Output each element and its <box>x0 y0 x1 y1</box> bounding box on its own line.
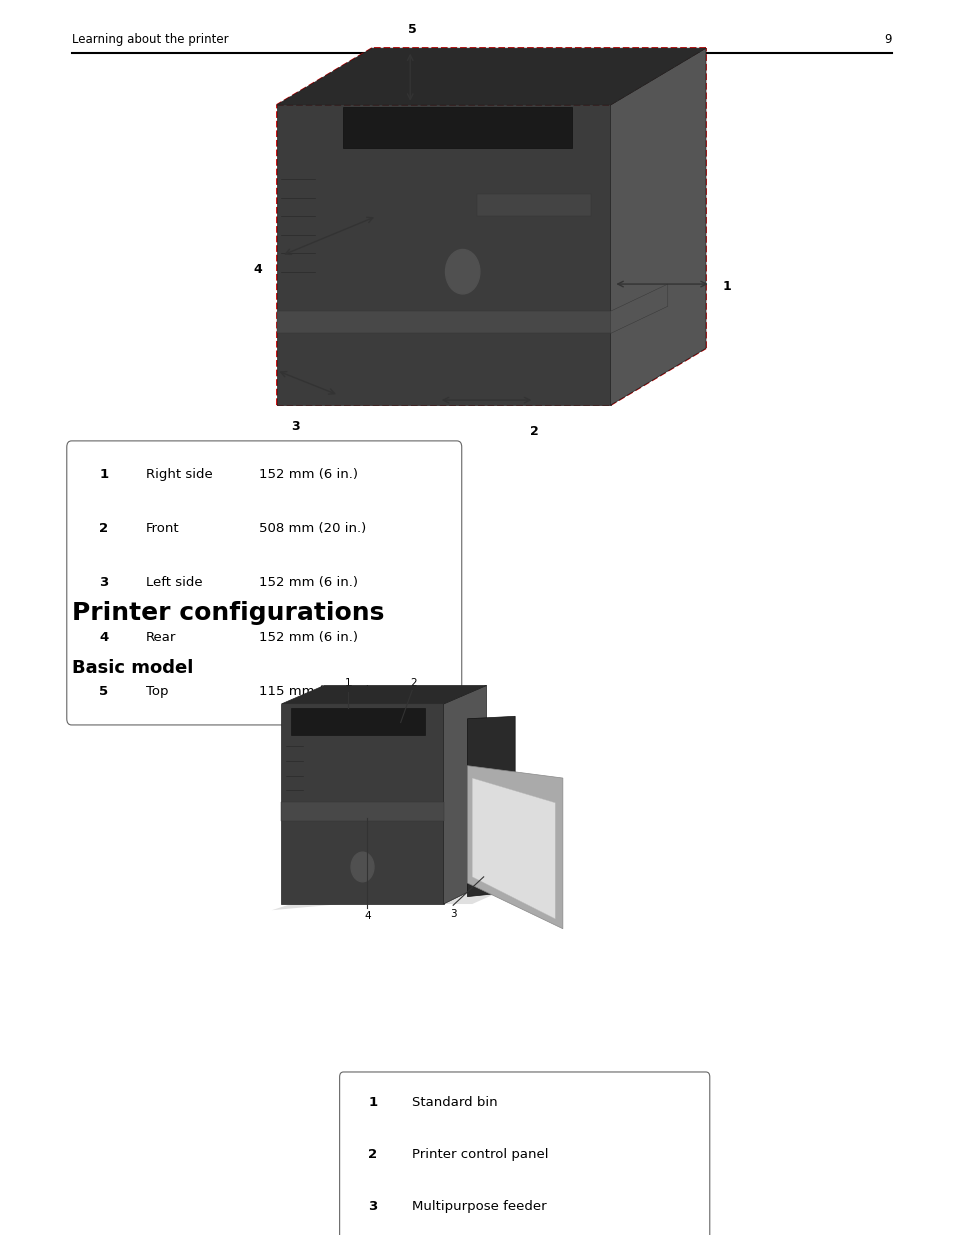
Polygon shape <box>276 48 705 105</box>
FancyBboxPatch shape <box>281 802 443 821</box>
Text: 152 mm (6 in.): 152 mm (6 in.) <box>258 577 357 589</box>
FancyBboxPatch shape <box>343 107 572 148</box>
Polygon shape <box>610 48 705 405</box>
Text: 152 mm (6 in.): 152 mm (6 in.) <box>258 468 357 480</box>
Text: 115 mm (4.5 in.): 115 mm (4.5 in.) <box>258 685 370 698</box>
Text: 9: 9 <box>883 33 891 47</box>
Text: Left side: Left side <box>146 577 202 589</box>
Text: 2: 2 <box>368 1149 377 1161</box>
Text: 5: 5 <box>99 685 109 698</box>
Text: 4: 4 <box>253 263 262 275</box>
Text: 3: 3 <box>99 577 109 589</box>
Polygon shape <box>467 716 515 897</box>
Text: Printer configurations: Printer configurations <box>71 601 383 625</box>
Polygon shape <box>281 704 443 904</box>
Polygon shape <box>443 685 486 904</box>
Text: Multipurpose feeder: Multipurpose feeder <box>412 1200 546 1213</box>
Text: 1: 1 <box>368 1097 377 1109</box>
Text: 2: 2 <box>410 678 416 688</box>
Text: Learning about the printer: Learning about the printer <box>71 33 228 47</box>
Text: 1: 1 <box>99 468 109 480</box>
Polygon shape <box>610 284 667 333</box>
Circle shape <box>445 249 479 294</box>
Text: Top: Top <box>146 685 169 698</box>
Text: 508 mm (20 in.): 508 mm (20 in.) <box>258 522 365 535</box>
Text: Rear: Rear <box>146 631 176 643</box>
Text: 5: 5 <box>407 22 416 36</box>
FancyBboxPatch shape <box>339 1072 709 1235</box>
Polygon shape <box>472 778 555 919</box>
Text: 4: 4 <box>99 631 109 643</box>
Text: Printer control panel: Printer control panel <box>412 1149 548 1161</box>
Text: 152 mm (6 in.): 152 mm (6 in.) <box>258 631 357 643</box>
Text: 3: 3 <box>291 420 300 433</box>
Text: Basic model: Basic model <box>71 658 193 677</box>
Polygon shape <box>281 685 486 704</box>
Text: Standard bin: Standard bin <box>412 1097 497 1109</box>
Polygon shape <box>272 889 505 910</box>
Circle shape <box>351 852 374 882</box>
Text: 4: 4 <box>364 911 370 921</box>
FancyBboxPatch shape <box>476 194 591 216</box>
FancyBboxPatch shape <box>291 708 424 735</box>
Text: 3: 3 <box>368 1200 377 1213</box>
Text: 1: 1 <box>721 280 730 293</box>
Polygon shape <box>276 105 610 405</box>
Text: Front: Front <box>146 522 179 535</box>
FancyBboxPatch shape <box>276 311 610 333</box>
Text: Right side: Right side <box>146 468 213 480</box>
Text: 3: 3 <box>450 909 456 919</box>
Text: 2: 2 <box>99 522 109 535</box>
FancyBboxPatch shape <box>67 441 461 725</box>
Text: 1: 1 <box>345 678 351 688</box>
Text: 2: 2 <box>529 425 538 438</box>
Polygon shape <box>467 766 562 929</box>
